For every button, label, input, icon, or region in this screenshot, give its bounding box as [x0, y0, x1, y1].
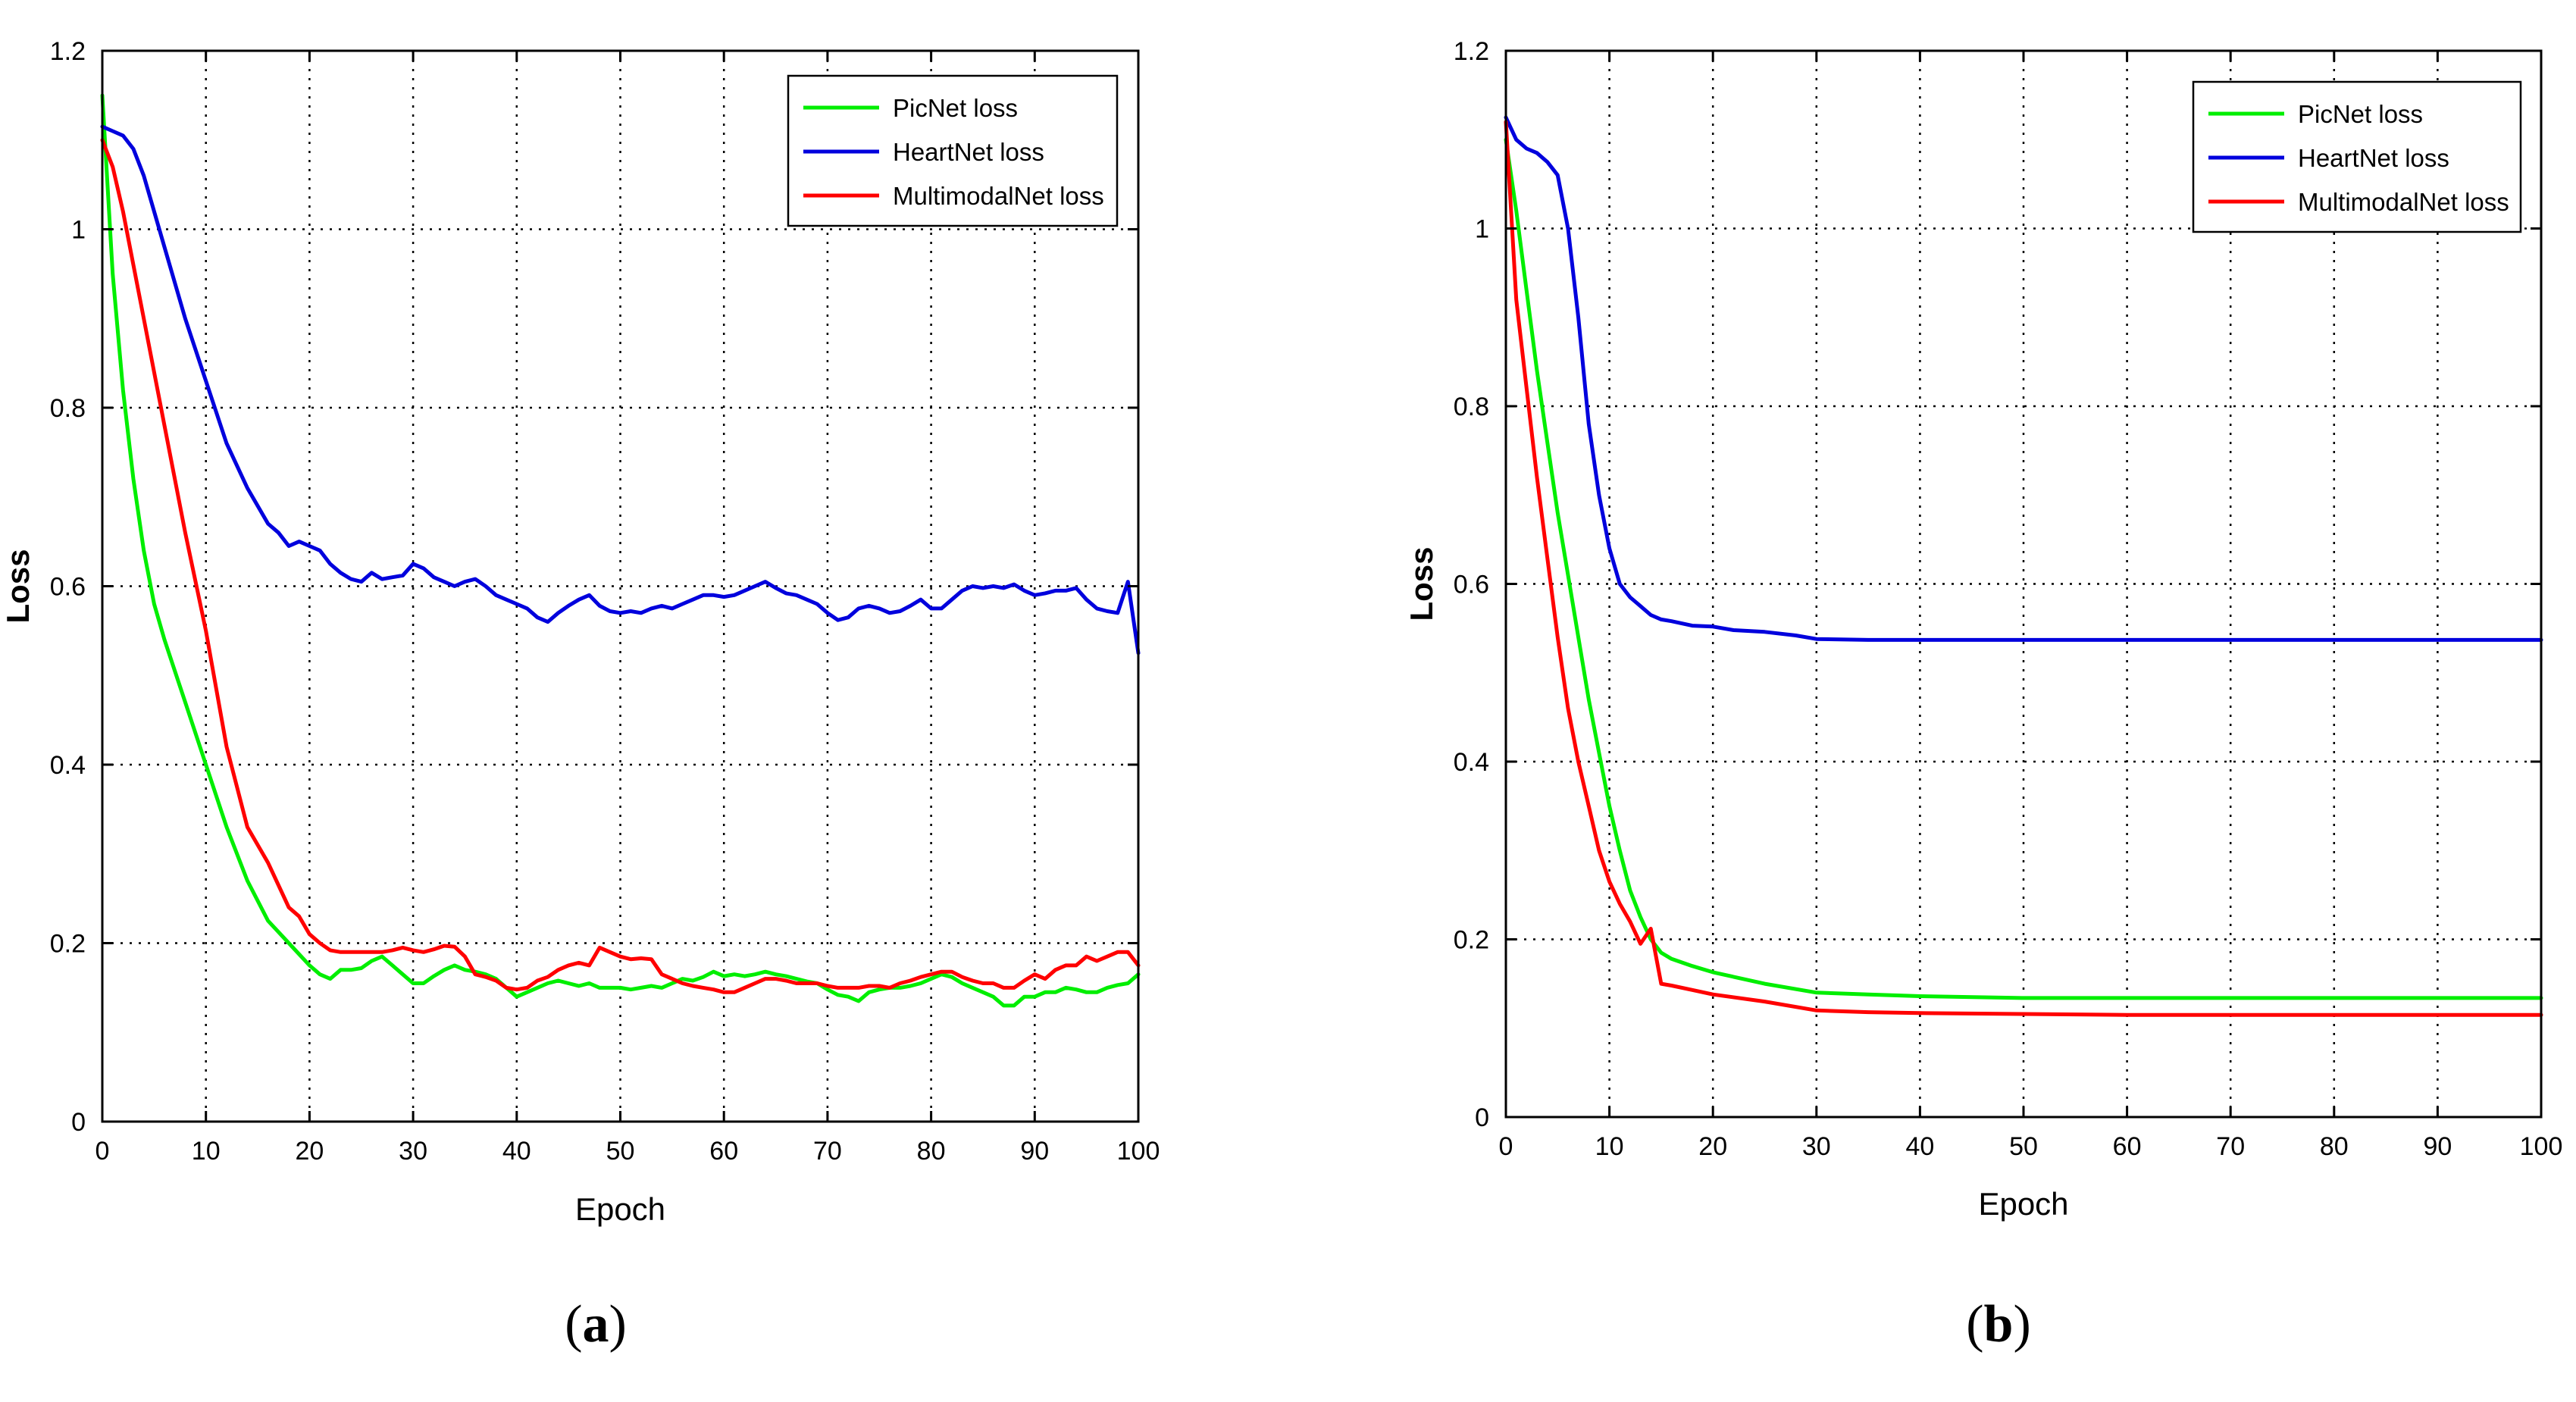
x-tick-label: 100: [1117, 1137, 1160, 1166]
ticks: 0 10 20 30 40 50 60 70 80 90 100 0 0.2 0.4 0.6 0.8 1 1.2: [50, 37, 1160, 1166]
y-tick-label: 0.6: [1454, 571, 1489, 599]
y-axis-label: Loss: [0, 549, 36, 623]
legend-label-2: MultimodalNet loss: [2298, 188, 2509, 216]
x-tick-label: 20: [295, 1137, 324, 1166]
x-tick-label: 90: [1020, 1137, 1049, 1166]
x-tick-label: 20: [1698, 1132, 1727, 1161]
chart-panel-b: 0 10 20 30 40 50 60 70 80 90 100 0 0.2 0.4 0.6 0.8 1 1.2 E…: [1404, 37, 2562, 1353]
caption-letter: a: [583, 1295, 609, 1353]
ticks: 0 10 20 30 40 50 60 70 80 90 100 0 0.2 0.4 0.6 0.8 1 1.2: [1454, 37, 2563, 1161]
y-tick-label: 0.2: [50, 930, 86, 959]
x-tick-label: 10: [1595, 1132, 1624, 1161]
x-axis-label: Epoch: [575, 1191, 665, 1227]
x-tick-label: 60: [709, 1137, 738, 1166]
caption-letter: b: [1984, 1295, 2014, 1353]
y-tick-label: 1: [71, 216, 86, 245]
y-tick-label: 0.4: [1454, 748, 1489, 777]
legend-label-0: PicNet loss: [2298, 100, 2423, 128]
x-tick-label: 50: [606, 1137, 635, 1166]
x-tick-label: 60: [2113, 1132, 2142, 1161]
panel-caption: (a): [565, 1295, 627, 1353]
x-tick-label: 80: [917, 1137, 946, 1166]
x-tick-label: 40: [1905, 1132, 1934, 1161]
x-tick-label: 40: [502, 1137, 531, 1166]
series-line-2: [1504, 120, 2543, 1017]
series-line-1: [100, 124, 1141, 656]
y-tick-label: 0.4: [50, 751, 86, 780]
x-tick-label: 50: [2009, 1132, 2038, 1161]
legend: PicNet loss HeartNet loss MultimodalNet lo…: [2192, 80, 2522, 233]
y-tick-label: 0.6: [50, 573, 86, 602]
legend: PicNet loss HeartNet loss MultimodalNet lo…: [787, 74, 1119, 227]
y-tick-label: 0: [71, 1108, 86, 1137]
x-tick-label: 30: [1802, 1132, 1831, 1161]
caption-close: ): [609, 1295, 627, 1353]
caption-open: (: [1966, 1295, 1983, 1353]
series-line-0: [100, 93, 1141, 1008]
x-tick-label: 0: [95, 1137, 110, 1166]
grid: [102, 51, 1138, 1122]
x-tick-label: 70: [813, 1137, 842, 1166]
x-tick-label: 30: [399, 1137, 427, 1166]
legend-label-0: PicNet loss: [893, 94, 1018, 122]
caption-open: (: [565, 1295, 582, 1353]
caption-close: ): [2013, 1295, 2030, 1353]
x-tick-label: 100: [2520, 1132, 2563, 1161]
x-tick-label: 0: [1499, 1132, 1513, 1161]
series-line-2: [100, 138, 1141, 994]
y-tick-label: 0.8: [50, 394, 86, 423]
panel-caption: (b): [1966, 1295, 2031, 1353]
legend-label-1: HeartNet loss: [893, 138, 1044, 166]
y-axis-label: Loss: [1404, 546, 1439, 621]
legend-label-1: HeartNet loss: [2298, 144, 2449, 172]
y-tick-label: 0: [1475, 1103, 1489, 1132]
y-tick-label: 0.2: [1454, 926, 1489, 955]
chart-panel-a: 0 10 20 30 40 50 60 70 80 90 100 0 0.2 0.4 0.6 0.8 1 1.2 E…: [0, 37, 1160, 1353]
x-tick-label: 10: [192, 1137, 221, 1166]
legend-label-2: MultimodalNet loss: [893, 182, 1104, 210]
y-tick-label: 1: [1475, 215, 1489, 244]
x-axis-label: Epoch: [1978, 1186, 2068, 1222]
series-line-0: [1504, 137, 2543, 1000]
series-line-1: [1504, 115, 2543, 642]
y-tick-label: 1.2: [50, 37, 86, 66]
x-tick-label: 80: [2320, 1132, 2349, 1161]
x-tick-label: 90: [2423, 1132, 2452, 1161]
x-tick-label: 70: [2216, 1132, 2245, 1161]
y-tick-label: 1.2: [1454, 37, 1489, 66]
y-tick-label: 0.8: [1454, 393, 1489, 421]
